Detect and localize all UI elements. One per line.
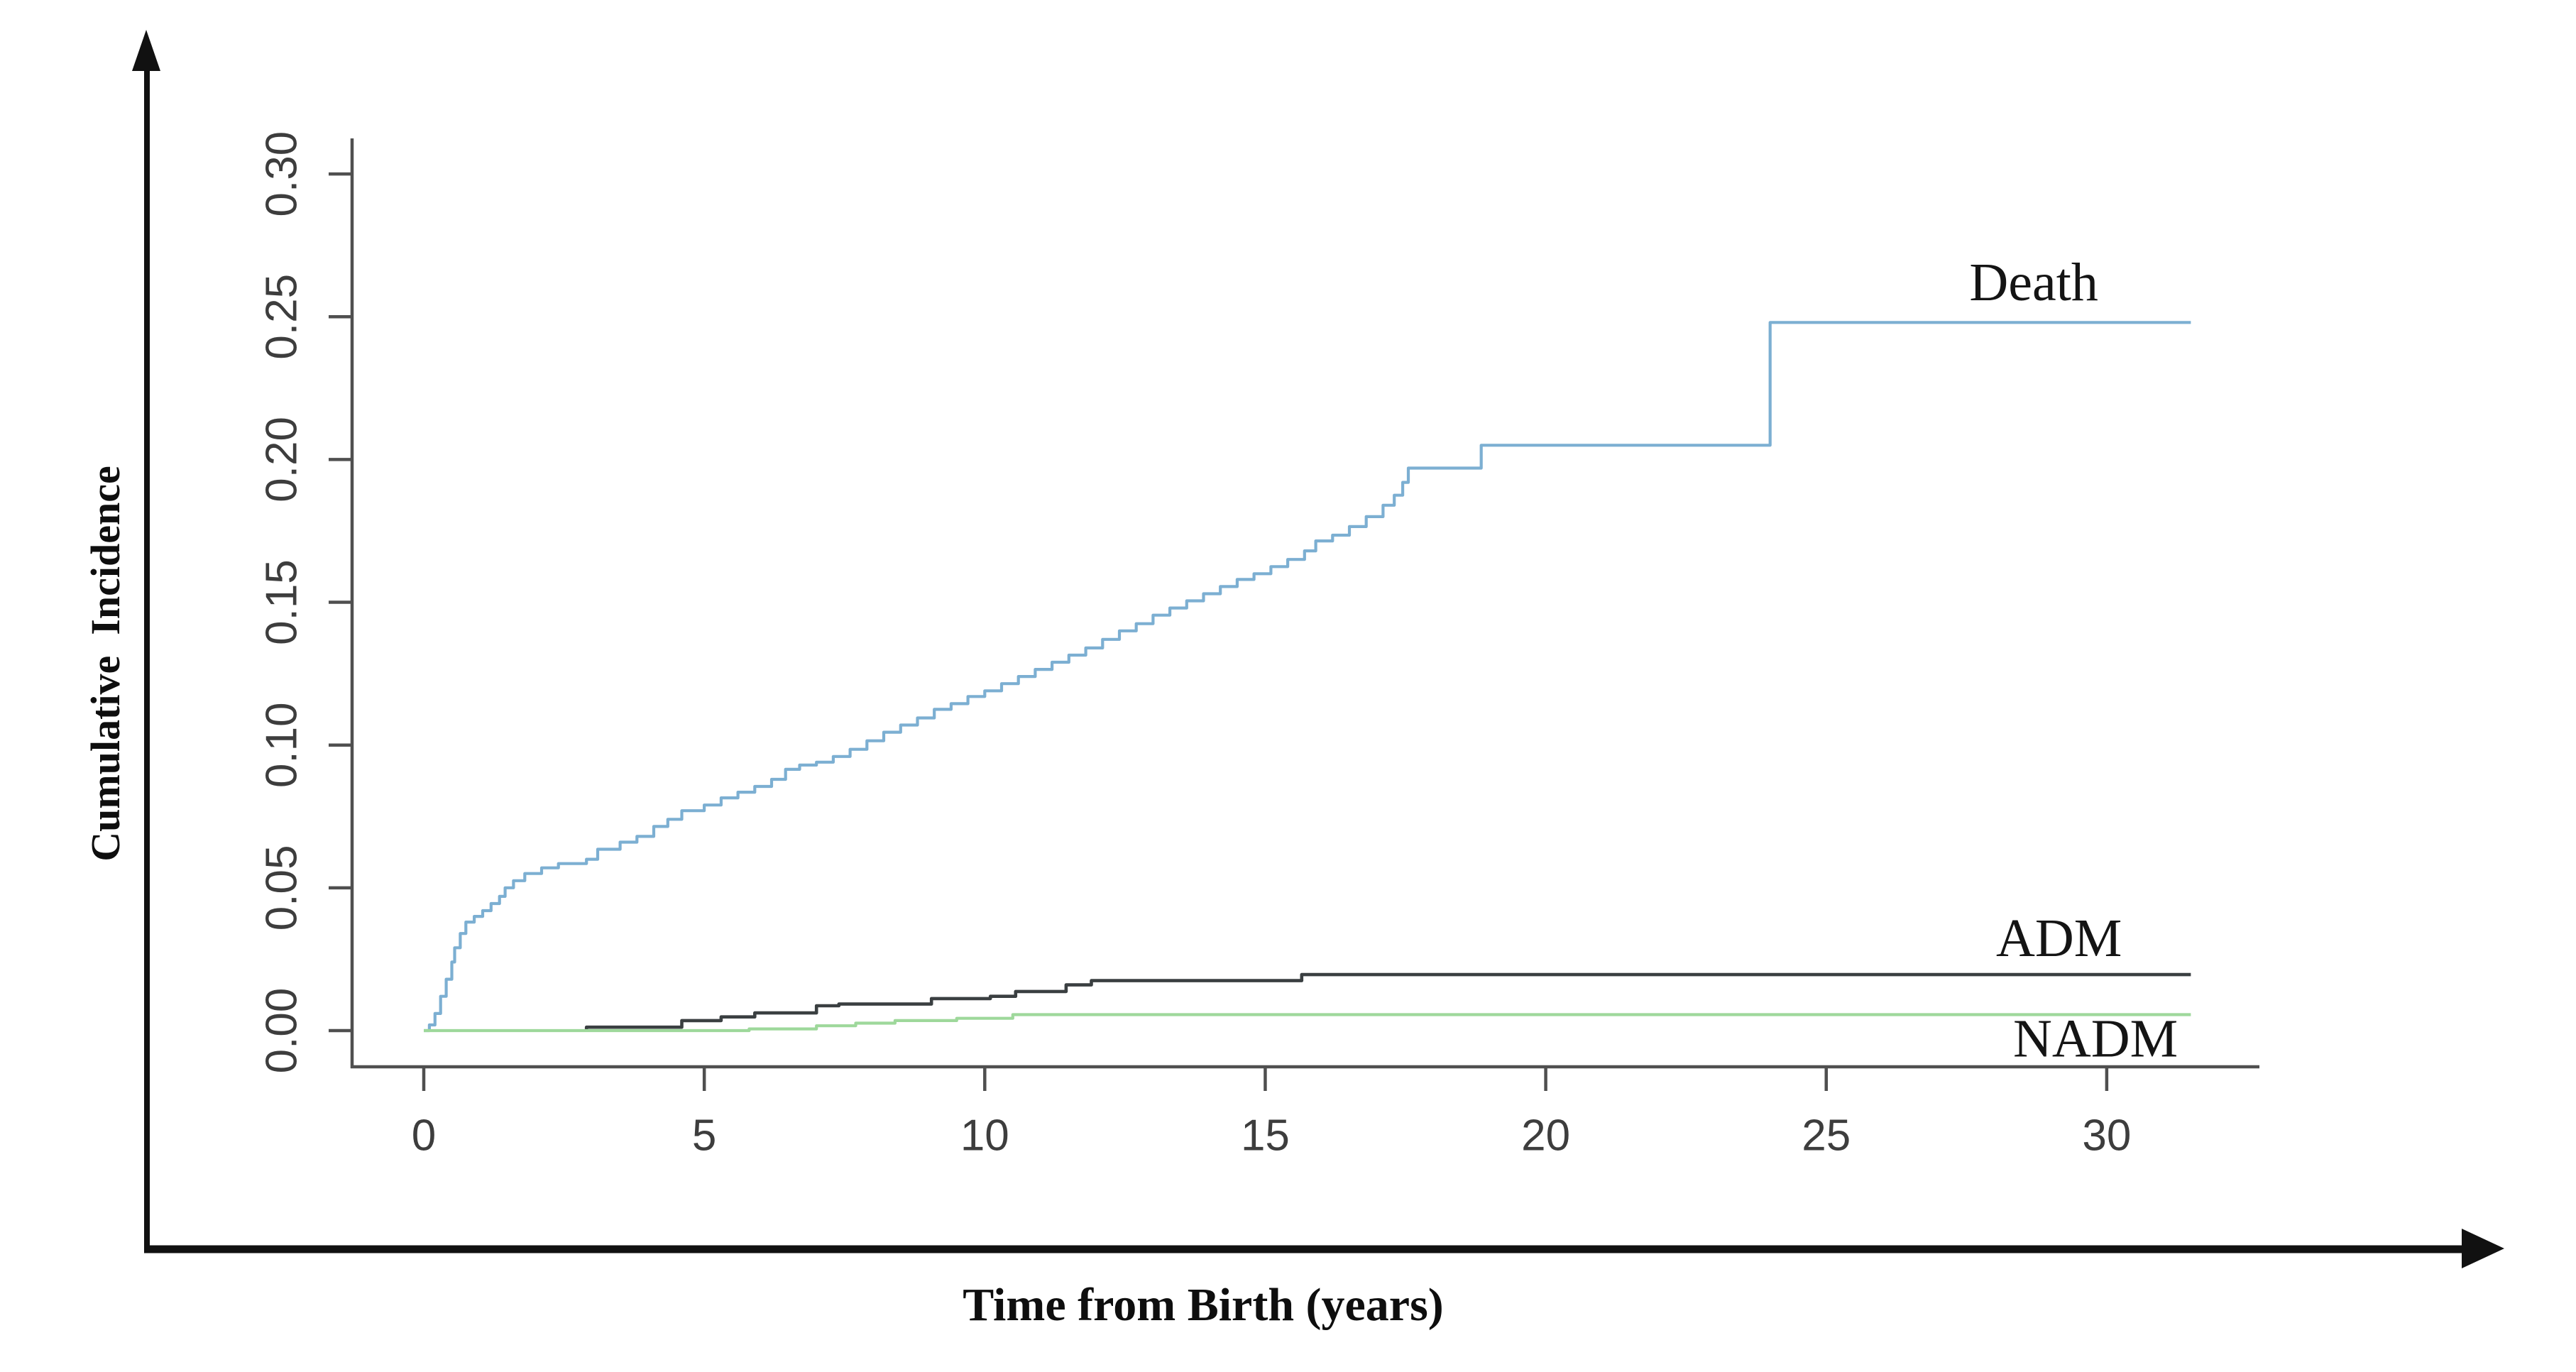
curve-labels: Death ADM NADM <box>1969 253 2178 1068</box>
plot-axes: 0.00 0.05 0.10 0.15 0.20 0.25 0.30 0 5 10 15 20 25 3… <box>258 131 2259 1160</box>
y-tick-label: 0.25 <box>258 274 307 360</box>
death-curve-label: Death <box>1969 253 2098 312</box>
x-tick-label: 15 <box>1241 1112 1290 1160</box>
y-tick-label: 0.10 <box>258 702 307 788</box>
y-axis-ticks <box>329 172 352 1033</box>
x-tick-label: 20 <box>1521 1112 1570 1160</box>
x-tick-label: 0 <box>412 1112 436 1160</box>
x-tick-label: 5 <box>692 1112 716 1160</box>
death-curve <box>424 321 2191 1033</box>
x-tick-label: 10 <box>960 1112 1009 1160</box>
x-axis-tick-labels: 0 5 10 15 20 25 30 <box>412 1112 2132 1160</box>
x-axis-title: Time from Birth (years) <box>963 1279 1444 1331</box>
y-tick-label: 0.05 <box>258 845 307 931</box>
adm-curve-label: ADM <box>1996 909 2122 968</box>
y-tick-label: 0.00 <box>258 988 307 1074</box>
x-axis-ticks <box>422 1067 2109 1091</box>
right-arrowhead-icon <box>2462 1229 2504 1268</box>
up-arrowhead-icon <box>132 30 160 71</box>
x-tick-label: 30 <box>2082 1112 2131 1160</box>
adm-curve <box>584 972 2191 1031</box>
nadm-curve-label: NADM <box>2013 1009 2178 1068</box>
nadm-curve <box>424 1013 2191 1033</box>
x-tick-label: 25 <box>1802 1112 1851 1160</box>
y-tick-label: 0.30 <box>258 131 307 217</box>
outer-arrow-axes <box>132 30 2504 1268</box>
data-series <box>424 321 2191 1033</box>
y-axis-title: Cumulative Incidence <box>82 466 128 861</box>
y-tick-label: 0.20 <box>258 417 307 503</box>
y-axis-tick-labels: 0.00 0.05 0.10 0.15 0.20 0.25 0.30 <box>258 131 307 1074</box>
y-tick-label: 0.15 <box>258 559 307 645</box>
